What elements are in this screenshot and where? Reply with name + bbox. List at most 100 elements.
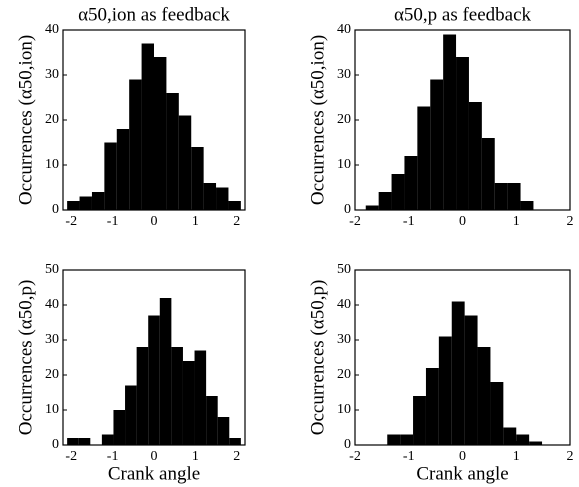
- x-tick-label: 1: [513, 449, 520, 464]
- bar: [78, 438, 91, 445]
- bar: [507, 183, 521, 210]
- x-tick-label: 1: [513, 214, 520, 229]
- x-tick-label: -1: [403, 214, 415, 229]
- bar: [477, 347, 491, 445]
- bar: [67, 438, 79, 445]
- x-tick-label: 0: [459, 449, 466, 464]
- y-axis-label: Occurrences (α50,p): [15, 280, 36, 436]
- bar: [206, 396, 218, 445]
- y-tick-label: 0: [52, 437, 59, 452]
- bar: [438, 336, 452, 445]
- y-tick-label: 40: [337, 22, 351, 37]
- y-tick-label: 10: [45, 402, 59, 417]
- bar: [159, 298, 172, 445]
- bar: [451, 301, 465, 445]
- x-tick-label: 1: [192, 214, 199, 229]
- bar: [529, 441, 543, 445]
- x-axis-label: Crank angle: [416, 463, 508, 484]
- y-tick-label: 30: [337, 332, 351, 347]
- y-tick-label: 40: [45, 22, 59, 37]
- y-tick-label: 50: [337, 262, 351, 277]
- bar: [387, 434, 401, 445]
- bar: [378, 192, 392, 210]
- bar: [468, 102, 482, 210]
- y-tick-label: 40: [45, 297, 59, 312]
- bar: [104, 142, 117, 210]
- y-tick-label: 50: [45, 262, 59, 277]
- x-tick-label: -2: [65, 214, 77, 229]
- bar: [141, 43, 154, 210]
- bar: [417, 106, 431, 210]
- bar: [365, 205, 379, 210]
- x-tick-label: -2: [65, 449, 77, 464]
- bar: [203, 183, 217, 210]
- bar: [391, 174, 405, 210]
- bar: [101, 434, 114, 445]
- x-axis-label: Crank angle: [108, 463, 200, 484]
- y-tick-label: 20: [45, 112, 59, 127]
- bar: [400, 434, 414, 445]
- bar: [228, 201, 241, 210]
- bar: [229, 438, 241, 445]
- y-tick-label: 30: [337, 67, 351, 82]
- x-tick-label: 0: [151, 449, 158, 464]
- x-tick-label: -1: [107, 449, 119, 464]
- x-tick-label: -2: [349, 214, 361, 229]
- y-tick-label: 30: [45, 332, 59, 347]
- x-tick-label: 1: [192, 449, 199, 464]
- bar: [404, 156, 418, 210]
- y-tick-label: 10: [337, 157, 351, 172]
- y-tick-label: 40: [337, 297, 351, 312]
- x-tick-label: 0: [151, 214, 158, 229]
- bar: [503, 427, 517, 445]
- y-axis-label: Occurrences (α50,ion): [307, 35, 328, 205]
- bar: [516, 434, 530, 445]
- x-tick-label: 2: [233, 214, 240, 229]
- bar: [520, 201, 534, 210]
- y-tick-label: 0: [52, 202, 59, 217]
- bar: [182, 361, 195, 445]
- chart-title: α50,ion as feedback: [78, 4, 230, 25]
- bar: [191, 147, 204, 210]
- y-tick-label: 10: [45, 157, 59, 172]
- x-tick-label: 0: [459, 214, 466, 229]
- bar: [464, 315, 478, 445]
- bar: [166, 93, 179, 210]
- bar: [194, 350, 207, 445]
- y-axis-label: Occurrences (α50,ion): [15, 35, 36, 205]
- bar: [79, 196, 92, 210]
- y-tick-label: 0: [344, 437, 351, 452]
- y-tick-label: 30: [45, 67, 59, 82]
- x-tick-label: 2: [233, 449, 240, 464]
- y-tick-label: 0: [344, 202, 351, 217]
- bar: [178, 115, 192, 210]
- y-tick-label: 20: [337, 367, 351, 382]
- bar: [136, 347, 149, 445]
- x-tick-label: -1: [107, 214, 119, 229]
- x-tick-label: 2: [567, 449, 574, 464]
- bar: [148, 315, 160, 445]
- bar: [413, 396, 426, 445]
- bar: [425, 368, 439, 445]
- y-tick-label: 20: [45, 367, 59, 382]
- chart-title: α50,p as feedback: [394, 4, 532, 25]
- bar: [217, 417, 230, 445]
- x-tick-label: 2: [567, 214, 574, 229]
- bar: [113, 410, 126, 445]
- bar: [171, 347, 183, 445]
- bar: [481, 138, 495, 210]
- bar: [216, 187, 229, 210]
- bar: [430, 79, 444, 210]
- bar: [494, 183, 508, 210]
- y-axis-label: Occurrences (α50,p): [307, 280, 328, 436]
- bar: [443, 34, 457, 210]
- y-tick-label: 20: [337, 112, 351, 127]
- bar: [490, 382, 504, 445]
- bar: [456, 57, 469, 210]
- bar: [116, 129, 130, 210]
- x-tick-label: -2: [349, 449, 361, 464]
- bar: [129, 79, 142, 210]
- bar: [91, 192, 105, 210]
- bar: [154, 57, 167, 210]
